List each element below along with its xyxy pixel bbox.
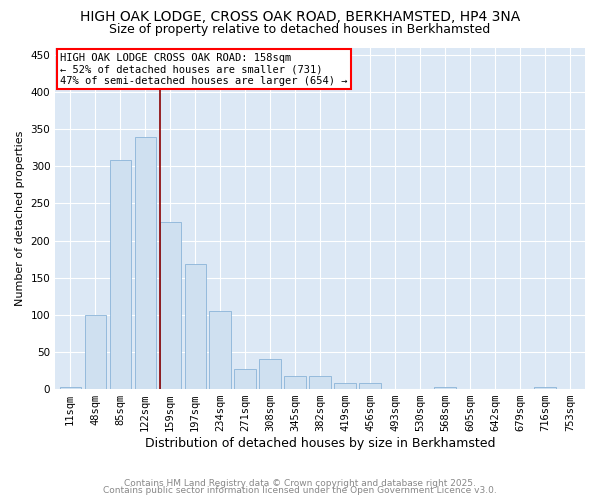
- Bar: [134, 136, 156, 389]
- Bar: [185, 264, 206, 389]
- Bar: [434, 387, 455, 389]
- Bar: [209, 311, 231, 389]
- Text: HIGH OAK LODGE CROSS OAK ROAD: 158sqm
← 52% of detached houses are smaller (731): HIGH OAK LODGE CROSS OAK ROAD: 158sqm ← …: [61, 52, 348, 86]
- Bar: [235, 369, 256, 389]
- Bar: [359, 383, 380, 389]
- Text: Contains public sector information licensed under the Open Government Licence v3: Contains public sector information licen…: [103, 486, 497, 495]
- Text: Contains HM Land Registry data © Crown copyright and database right 2025.: Contains HM Land Registry data © Crown c…: [124, 478, 476, 488]
- Bar: [334, 383, 356, 389]
- Bar: [85, 315, 106, 389]
- Text: HIGH OAK LODGE, CROSS OAK ROAD, BERKHAMSTED, HP4 3NA: HIGH OAK LODGE, CROSS OAK ROAD, BERKHAMS…: [80, 10, 520, 24]
- Bar: [259, 360, 281, 389]
- Bar: [310, 376, 331, 389]
- Text: Size of property relative to detached houses in Berkhamsted: Size of property relative to detached ho…: [109, 22, 491, 36]
- X-axis label: Distribution of detached houses by size in Berkhamsted: Distribution of detached houses by size …: [145, 437, 496, 450]
- Bar: [535, 387, 556, 389]
- Bar: [59, 387, 81, 389]
- Bar: [160, 222, 181, 389]
- Bar: [110, 160, 131, 389]
- Bar: [284, 376, 306, 389]
- Y-axis label: Number of detached properties: Number of detached properties: [15, 130, 25, 306]
